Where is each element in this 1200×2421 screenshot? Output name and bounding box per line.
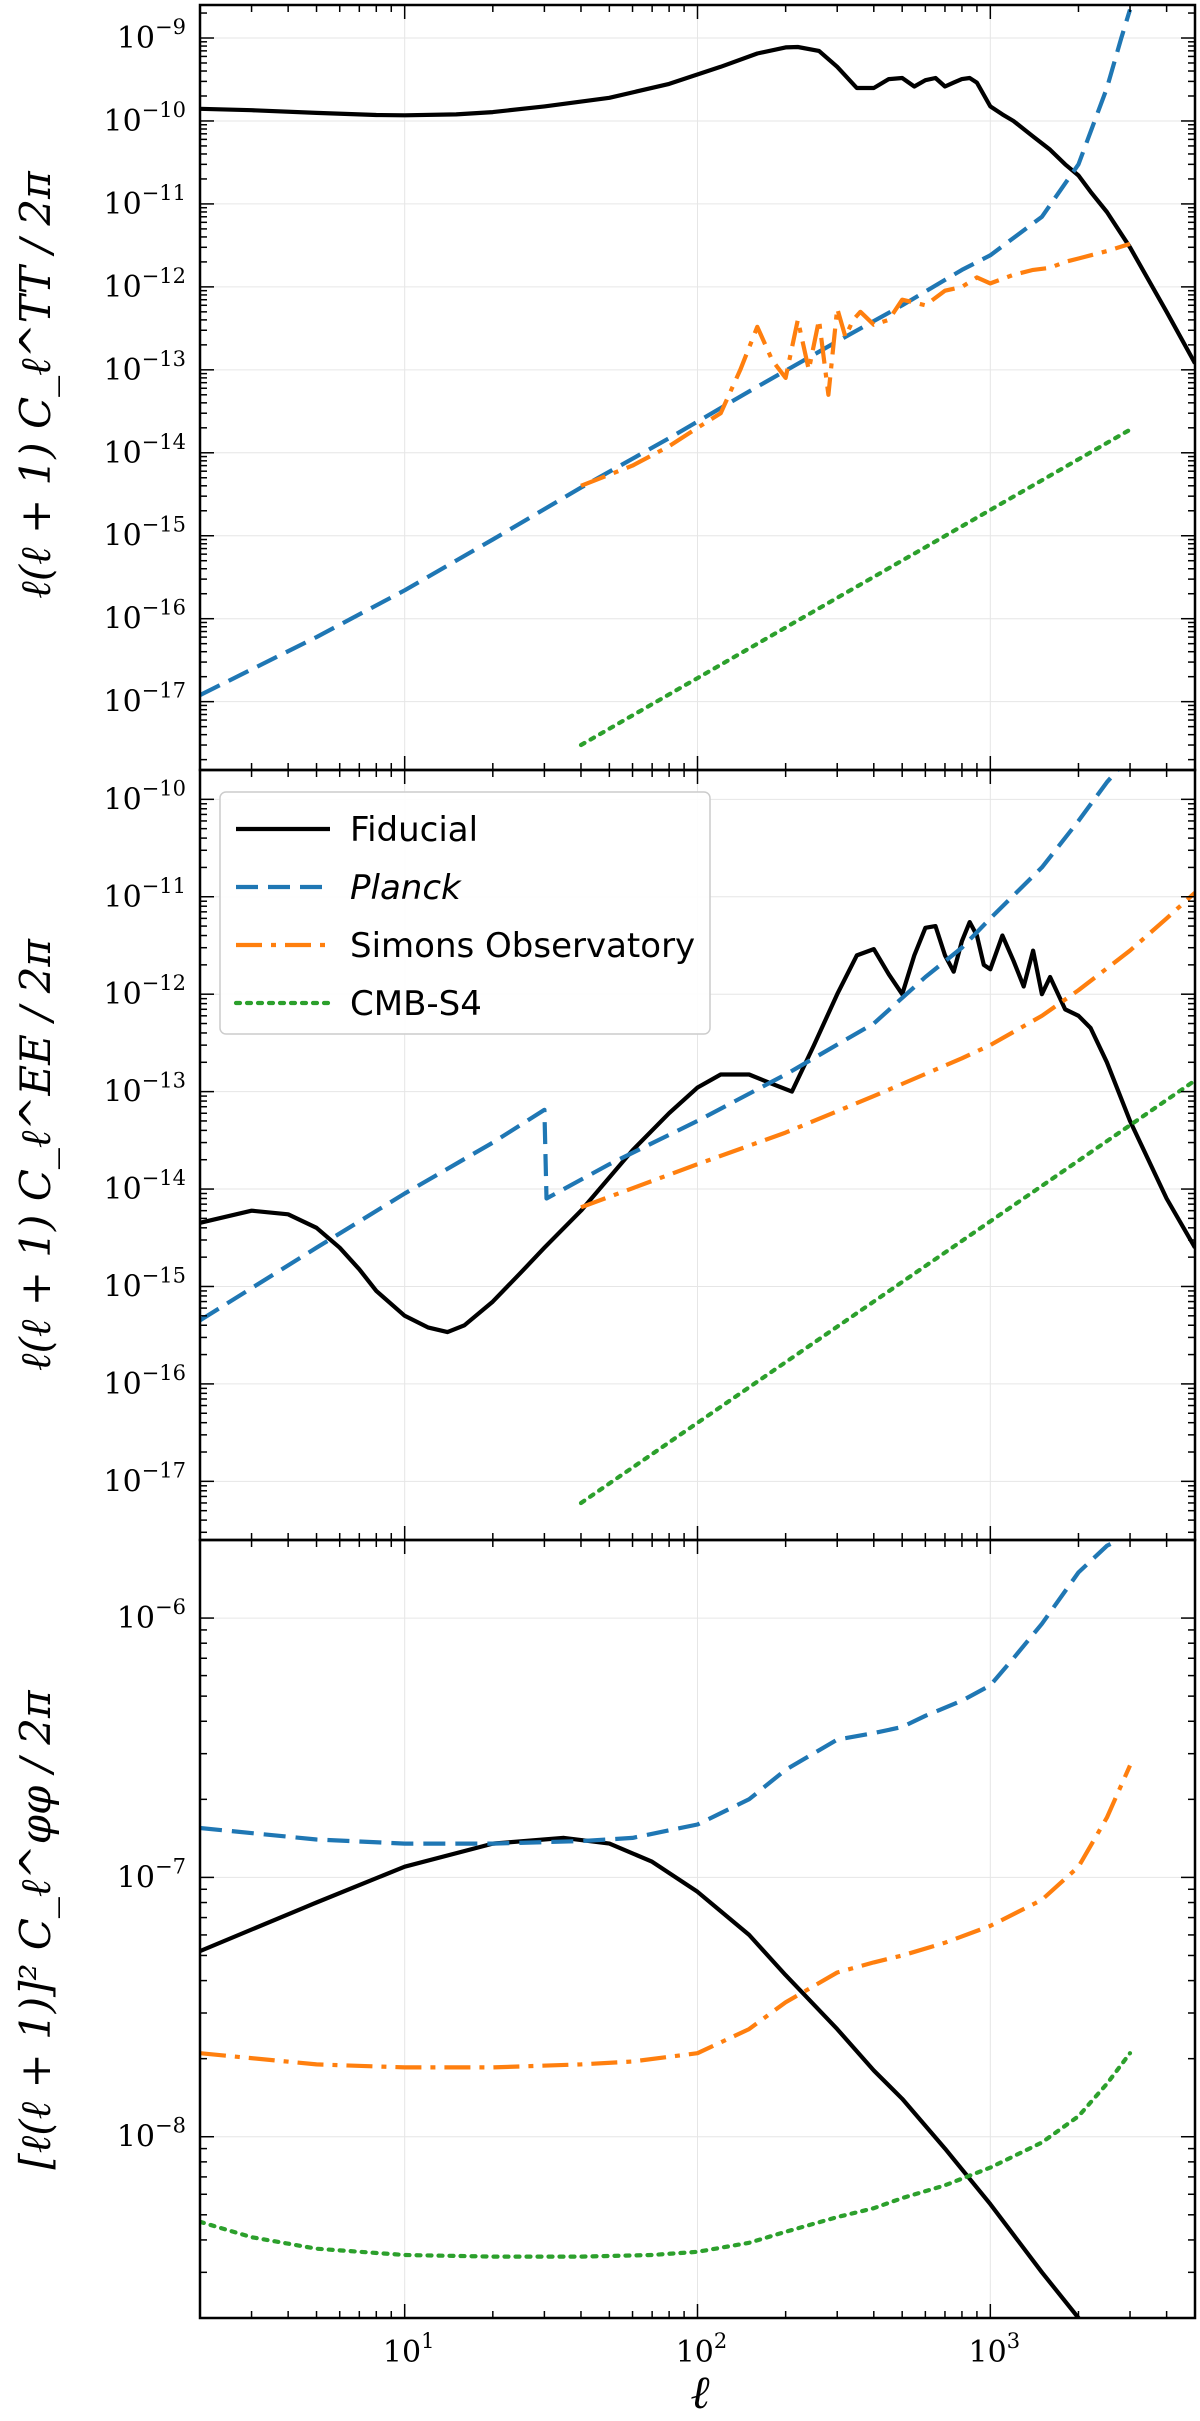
series-line-planck [200, 8, 1133, 697]
legend-label-fiducial: Fiducial [350, 810, 478, 850]
y-tick-label: 10−9 [117, 15, 186, 56]
x-tick-label: 101 [383, 2329, 435, 2370]
series-line-fiducial [200, 1835, 1082, 2318]
y-tick-label: 10−11 [103, 181, 186, 222]
y-tick-label: 10−15 [103, 1263, 186, 1304]
series-line-cmb-s4 [578, 427, 1133, 748]
y-tick-label: 10−7 [117, 1854, 186, 1895]
y-axis-label-phiphi: [ℓ(ℓ + 1)]² C_ℓ^φφ / 2π [11, 1689, 60, 2170]
legend-label-simons-observatory: Simons Observatory [350, 926, 695, 966]
y-tick-label: 10−16 [103, 596, 186, 637]
series-line-cmb-s4 [578, 1078, 1195, 1506]
axes-frame-2 [198, 1538, 1197, 2320]
y-tick-label: 10−6 [117, 1595, 186, 1636]
y-tick-label: 10−13 [103, 347, 186, 388]
y-tick-label: 10−14 [103, 1166, 186, 1207]
legend: Fiducial Planck Simons Observatory CMB-S4 [219, 791, 711, 1035]
series-line-fiducial [200, 920, 1195, 1335]
panel-tt: ℓ(ℓ + 1) C_ℓ^TT / 2π 10−17 10−16 10−15 10−1… [11, 3, 1197, 772]
grid-0 [200, 5, 1195, 770]
y-tick-label: 10−12 [103, 971, 186, 1012]
series-line-simons-observatory [580, 891, 1195, 1210]
y-tick-label: 10−15 [103, 513, 186, 554]
legend-frame [219, 791, 711, 1035]
series-line-cmb-s4 [200, 2051, 1133, 2259]
series-line-simons-observatory [580, 241, 1131, 488]
grid-2 [200, 1540, 1195, 2318]
y-tick-label: 10−10 [103, 776, 186, 817]
legend-label-cmb-s4: CMB-S4 [350, 984, 482, 1024]
x-tick-label: 103 [969, 2329, 1021, 2370]
legend-label-planck: Planck [350, 868, 462, 908]
y-tick-label: 10−17 [103, 679, 186, 720]
y-tick-label: 10−8 [117, 2114, 186, 2155]
y-axis-label-tt: ℓ(ℓ + 1) C_ℓ^TT / 2π [11, 170, 60, 599]
panel-phiphi: [ℓ(ℓ + 1)]² C_ℓ^φφ / 2π ℓ 10−8 10−7 10−6 10… [11, 1538, 1197, 2419]
series-line-planck [200, 1540, 1124, 1846]
series-line-planck [200, 770, 1121, 1323]
y-axis-label-ee: ℓ(ℓ + 1) C_ℓ^EE / 2π [11, 938, 60, 1371]
y-tick-label: 10−16 [103, 1361, 186, 1402]
y-tick-label: 10−12 [103, 264, 186, 305]
y-tick-label: 10−13 [103, 1069, 186, 1110]
y-tick-label: 10−11 [103, 874, 186, 915]
x-axis-label: ℓ [690, 2365, 710, 2419]
y-tick-label: 10−14 [103, 430, 186, 471]
y-tick-label: 10−10 [103, 98, 186, 139]
x-tick-label: 102 [676, 2329, 728, 2370]
y-tick-label: 10−17 [103, 1458, 186, 1499]
series-line-simons-observatory [200, 1764, 1132, 2070]
series-line-fiducial [200, 44, 1195, 365]
